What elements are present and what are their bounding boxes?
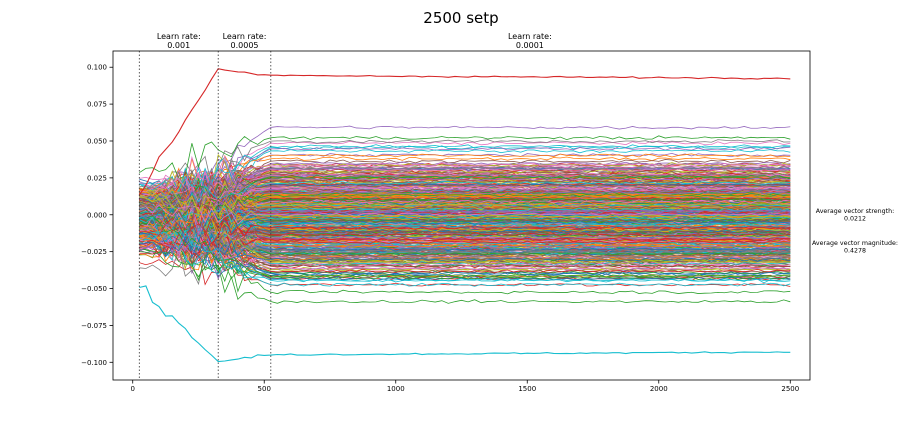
series-line bbox=[139, 200, 791, 233]
series-line bbox=[139, 205, 791, 273]
series-line bbox=[139, 155, 791, 193]
series-line bbox=[139, 237, 791, 276]
series-line bbox=[139, 139, 791, 193]
side-stat-label: Average vector magnitude: bbox=[812, 240, 898, 247]
series-line bbox=[139, 172, 791, 212]
series-line bbox=[139, 177, 791, 214]
series-line bbox=[139, 197, 791, 235]
y-tick-label: 0.075 bbox=[87, 101, 107, 109]
series-line bbox=[139, 153, 791, 193]
series-line bbox=[139, 199, 791, 243]
series-line bbox=[139, 218, 791, 247]
series-line bbox=[139, 231, 791, 295]
highlighted-series-line bbox=[138, 68, 791, 196]
series-line bbox=[139, 159, 791, 216]
series-line bbox=[139, 208, 791, 243]
series-line bbox=[139, 251, 791, 286]
series-line bbox=[139, 223, 791, 271]
learn-rate-value: 0.0005 bbox=[231, 41, 259, 50]
series-line bbox=[139, 174, 791, 208]
y-tick-label: 0.025 bbox=[87, 174, 107, 182]
series-line bbox=[139, 174, 791, 216]
series-line bbox=[139, 181, 791, 224]
series-line bbox=[139, 198, 791, 223]
series-line bbox=[139, 187, 791, 265]
highlighted-series-line bbox=[139, 285, 791, 363]
side-stat-label: Average vector strength: bbox=[816, 208, 894, 215]
series-line bbox=[139, 202, 791, 230]
learn-rate-value: 0.0001 bbox=[516, 41, 544, 50]
series-line bbox=[139, 154, 791, 193]
series-line bbox=[139, 179, 791, 210]
x-tick-label: 1500 bbox=[518, 385, 536, 393]
series-line bbox=[139, 146, 791, 217]
series-line bbox=[139, 200, 791, 228]
learn-rate-label: Learn rate: bbox=[508, 32, 552, 41]
series-line bbox=[139, 230, 791, 282]
series-line bbox=[139, 153, 791, 195]
series-line bbox=[139, 135, 791, 180]
side-text: Average vector strength:0.0212 Average ve… bbox=[812, 208, 898, 255]
series-line bbox=[139, 218, 791, 252]
series-line bbox=[139, 216, 791, 284]
y-tick-label: 0.100 bbox=[87, 64, 107, 72]
y-tick-label: −0.025 bbox=[81, 248, 107, 256]
series-line bbox=[139, 214, 791, 281]
x-tick-label: 1000 bbox=[387, 385, 405, 393]
series-line bbox=[139, 203, 791, 236]
series-line bbox=[139, 211, 791, 255]
learn-rate-value: 0.001 bbox=[167, 41, 190, 50]
series-line bbox=[139, 200, 791, 268]
series-line bbox=[139, 144, 791, 206]
learn-rate-label: Learn rate: bbox=[157, 32, 201, 41]
series-line bbox=[139, 224, 791, 249]
series-line bbox=[139, 231, 791, 265]
series-line bbox=[139, 199, 791, 235]
series-line bbox=[139, 207, 791, 254]
x-tick-label: 2000 bbox=[650, 385, 668, 393]
y-tick-label: 0.000 bbox=[87, 211, 107, 219]
x-tick-label: 0 bbox=[130, 385, 134, 393]
series-line bbox=[139, 176, 791, 213]
side-stat-value: 0.0212 bbox=[844, 216, 866, 223]
series-line bbox=[139, 208, 791, 229]
series-line bbox=[139, 232, 791, 266]
y-tick-label: −0.075 bbox=[81, 322, 107, 330]
y-tick-label: −0.100 bbox=[81, 359, 107, 367]
x-tick-label: 500 bbox=[258, 385, 271, 393]
series-line bbox=[139, 231, 791, 260]
y-tick-label: 0.050 bbox=[87, 137, 107, 145]
series-line bbox=[139, 233, 791, 287]
x-tick-label: 2500 bbox=[781, 385, 799, 393]
series-line bbox=[139, 204, 791, 225]
y-tick-label: −0.050 bbox=[81, 285, 107, 293]
series-line bbox=[139, 224, 791, 274]
side-stat-value: 0.4278 bbox=[844, 248, 866, 255]
series-line bbox=[139, 212, 791, 245]
learn-rate-label: Learn rate: bbox=[223, 32, 267, 41]
series-line bbox=[139, 247, 791, 286]
series-line bbox=[139, 165, 791, 211]
series-line bbox=[139, 149, 791, 205]
series-line bbox=[139, 125, 791, 209]
plot-area bbox=[138, 51, 791, 380]
series-line bbox=[139, 185, 791, 229]
series-line bbox=[139, 227, 791, 251]
series-line bbox=[139, 163, 791, 216]
series-line bbox=[139, 198, 791, 226]
series-line bbox=[139, 193, 791, 225]
series-line bbox=[139, 203, 791, 238]
series-line bbox=[139, 179, 791, 215]
axes: 0 500 1000 1500 2000 2500 0.100 0.075 0.050 0.025… bbox=[81, 50, 811, 393]
plot-frame bbox=[112, 50, 811, 381]
series-line bbox=[139, 187, 791, 219]
series-line bbox=[139, 165, 791, 205]
series-line bbox=[139, 179, 791, 219]
chart-title: 2500 setp bbox=[423, 9, 498, 27]
series-line bbox=[139, 244, 791, 304]
